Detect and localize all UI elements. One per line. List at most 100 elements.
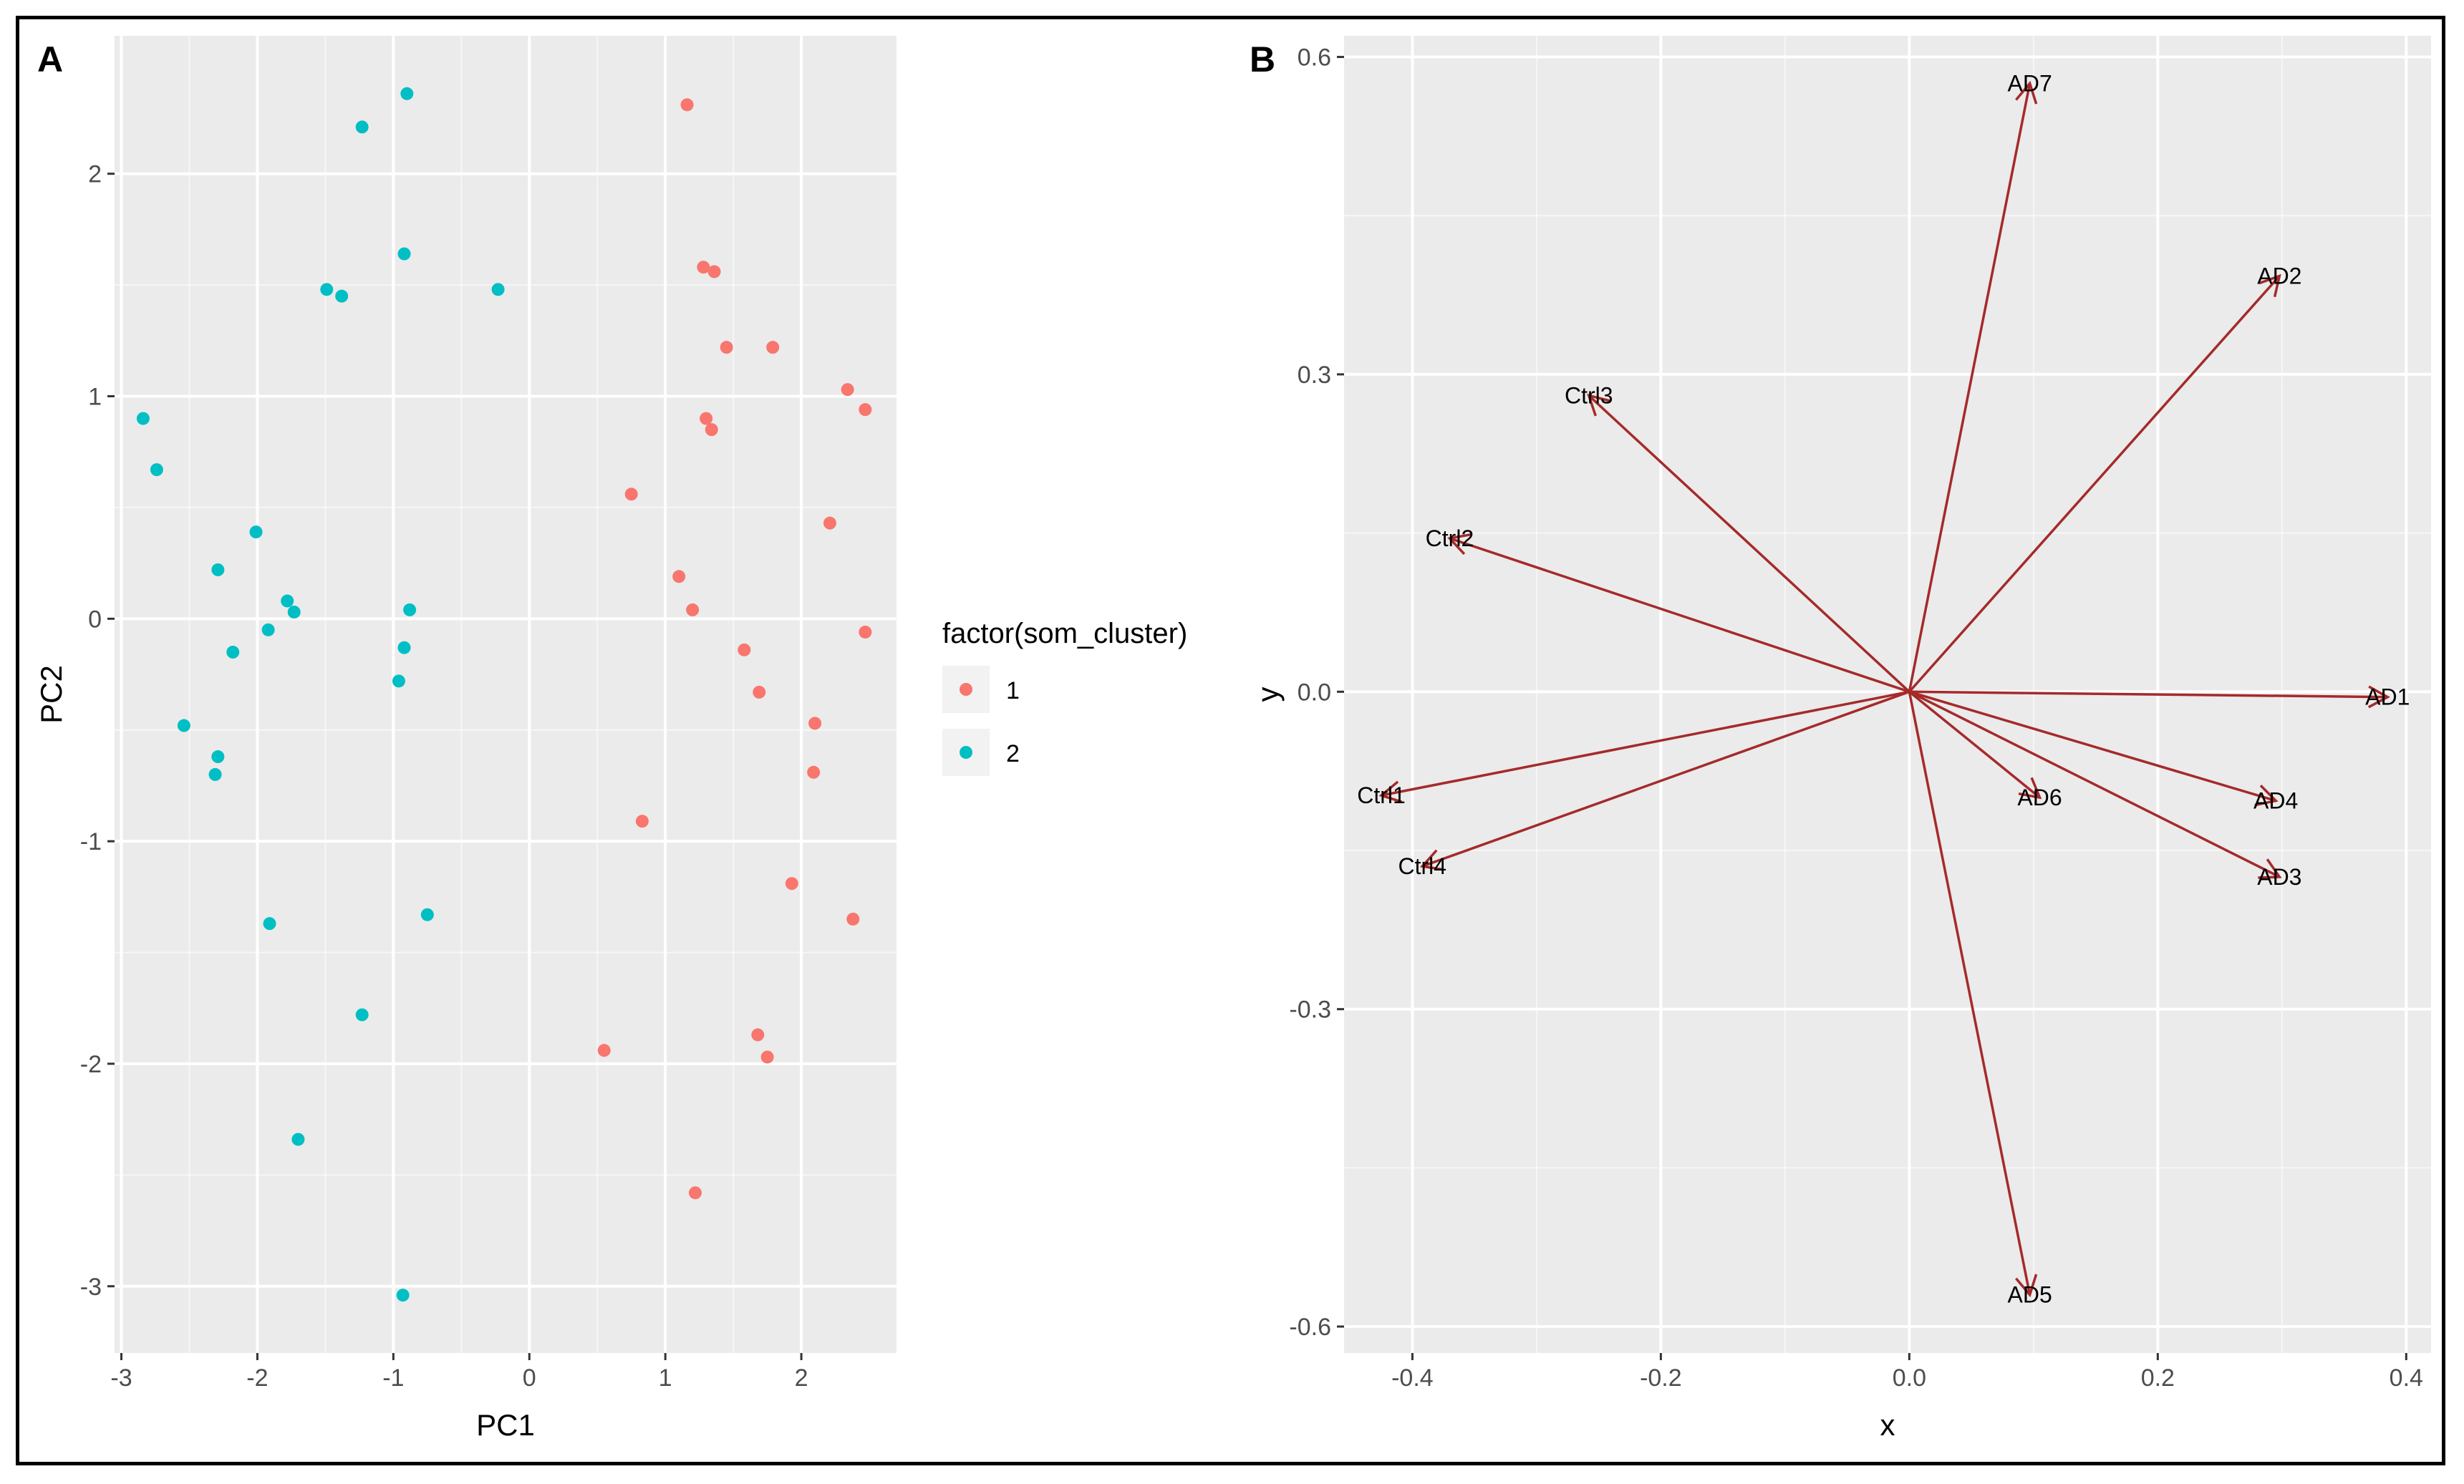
cluster-1-point bbox=[707, 265, 721, 278]
panel-a-y-axis-title: PC2 bbox=[34, 665, 68, 724]
vector-ad6-label: AD6 bbox=[2017, 785, 2062, 810]
cluster-2-point bbox=[211, 563, 225, 576]
panel-b-x-tick-label: 0.2 bbox=[2141, 1364, 2175, 1392]
cluster-2-point bbox=[396, 1289, 410, 1302]
cluster-2-point bbox=[392, 674, 405, 688]
vector-ctrl3-line bbox=[1588, 394, 1910, 693]
cluster-2-point bbox=[261, 623, 275, 636]
panel-b-label: B bbox=[1250, 39, 1275, 79]
vector-ad3-line bbox=[1908, 690, 2281, 878]
panel-a-x-tick-label: -2 bbox=[246, 1364, 268, 1392]
panel-a-points bbox=[136, 87, 872, 1302]
panel-b-y-tick-label: 0.6 bbox=[1298, 44, 1331, 72]
cluster-2-point bbox=[281, 594, 294, 608]
cluster-2-point bbox=[150, 463, 163, 477]
panel-b-x-tick-label: 0.4 bbox=[2390, 1364, 2423, 1392]
panel-a-y-tick-label: -3 bbox=[80, 1274, 102, 1301]
cluster-1-point bbox=[859, 625, 872, 639]
panel-a-x-axis-title: PC1 bbox=[476, 1408, 535, 1442]
cluster-2-point bbox=[263, 917, 276, 931]
panel-a-y-tick-label: 2 bbox=[88, 161, 102, 188]
vector-ctrl2-line bbox=[1449, 537, 1910, 693]
panel-a-y-tick-label: 1 bbox=[88, 384, 102, 411]
cluster-1-point bbox=[846, 912, 860, 926]
panel-a-x-tick-label: -1 bbox=[382, 1364, 404, 1392]
cluster-1-point bbox=[688, 1186, 702, 1200]
vector-ctrl1-line bbox=[1381, 690, 1910, 797]
cluster-2-point bbox=[403, 603, 417, 616]
panel-a-x-tick-label: 2 bbox=[795, 1364, 808, 1392]
vector-ad1-label: AD1 bbox=[2365, 684, 2410, 710]
vector-ctrl3-label: Ctrl3 bbox=[1565, 382, 1613, 408]
legend-dot-2 bbox=[960, 746, 972, 759]
cluster-1-point bbox=[624, 488, 638, 501]
vector-ad1-arrowhead bbox=[2367, 685, 2390, 709]
cluster-2-point bbox=[400, 87, 414, 100]
cluster-1-point bbox=[785, 877, 798, 891]
cluster-1-point bbox=[597, 1044, 611, 1057]
cluster-1-point bbox=[700, 412, 713, 425]
vector-ad6-line bbox=[1908, 690, 2041, 799]
cluster-2-point bbox=[249, 525, 263, 539]
panel-a-axes: -3 -2 -1 0 1 2 -3 -2 -1 0 1 2 bbox=[80, 161, 808, 1392]
panel-b-axes: -0.4 -0.2 0.0 0.2 0.4 -0.6 -0.3 0.0 0.3 0.6 bbox=[1289, 44, 2423, 1392]
vector-ad5-arrowhead bbox=[2015, 1274, 2038, 1298]
cluster-1-point bbox=[766, 341, 780, 354]
vector-ctrl1-label: Ctrl1 bbox=[1357, 782, 1406, 808]
cluster-2-point bbox=[287, 606, 301, 619]
cluster-1-point bbox=[753, 685, 766, 699]
vector-ctrl2-label: Ctrl2 bbox=[1426, 525, 1474, 551]
panel-a-y-tick-label: 0 bbox=[88, 606, 102, 633]
vector-ad2-arrowhead bbox=[2258, 273, 2281, 298]
cluster-2-point bbox=[320, 283, 334, 296]
legend-label-1: 1 bbox=[1006, 677, 1020, 704]
panel-b-x-tick-label: -0.2 bbox=[1640, 1364, 1682, 1392]
cluster-2-point bbox=[177, 719, 190, 732]
panel-b-y-tick-label: 0.3 bbox=[1298, 362, 1331, 389]
cluster-1-point bbox=[705, 423, 718, 437]
cluster-1-point bbox=[680, 98, 694, 112]
cluster-2-point bbox=[355, 1008, 369, 1022]
panel-a-x-tick-label: 0 bbox=[523, 1364, 536, 1392]
panel-b-y-tick-label: -0.3 bbox=[1289, 996, 1331, 1024]
vector-ad7-arrowhead bbox=[2015, 80, 2038, 105]
cluster-1-point bbox=[859, 403, 872, 417]
vector-ad6-arrowhead bbox=[2018, 777, 2042, 800]
cluster-1-point bbox=[686, 603, 700, 616]
cluster-1-point bbox=[808, 717, 822, 730]
panel-b-y-axis-title: y bbox=[1251, 687, 1285, 702]
figure-frame bbox=[16, 16, 2445, 1465]
panel-b-y-tick-label: -0.6 bbox=[1289, 1314, 1331, 1341]
vector-ctrl4-label: Ctrl4 bbox=[1398, 853, 1447, 879]
panel-a-x-tick-label: -3 bbox=[110, 1364, 132, 1392]
vector-ctrl2-arrowhead bbox=[1447, 533, 1472, 556]
cluster-2-point bbox=[291, 1133, 305, 1146]
legend-label-2: 2 bbox=[1006, 740, 1020, 767]
legend-title: factor(som_cluster) bbox=[942, 618, 1187, 649]
panel-b-x-tick-label: -0.4 bbox=[1391, 1364, 1434, 1392]
panel-a-grid bbox=[115, 36, 897, 1353]
vector-ad4-line bbox=[1908, 690, 2276, 802]
vector-ad2-line bbox=[1908, 275, 2281, 693]
legend: factor(som_cluster) 1 2 bbox=[942, 618, 1187, 776]
panel-b: B AD1 AD2 AD3 AD4 AD5 AD6 AD7 Ctrl1 Ctrl2 Ctrl3 Ct… bbox=[1250, 36, 2431, 1442]
panel-b-vectors: AD1 AD2 AD3 AD4 AD5 AD6 AD7 Ctrl1 Ctrl2 Ctrl3 Ctrl… bbox=[1357, 71, 2410, 1308]
cluster-2-point bbox=[397, 641, 411, 654]
cluster-1-point bbox=[807, 765, 821, 779]
panel-b-plot-background bbox=[1344, 36, 2431, 1353]
vector-ad3-arrowhead bbox=[2258, 858, 2282, 879]
vector-ad4-arrowhead bbox=[2254, 785, 2279, 807]
cluster-1-point bbox=[841, 383, 854, 397]
cluster-2-point bbox=[136, 412, 150, 425]
vector-ad7-label: AD7 bbox=[2008, 71, 2052, 97]
panel-a-y-tick-label: -2 bbox=[80, 1051, 102, 1078]
cluster-2-point bbox=[211, 750, 225, 764]
cluster-2-point bbox=[355, 120, 369, 134]
panel-b-x-tick-label: 0.0 bbox=[1893, 1364, 1926, 1392]
panel-a-y-tick-label: -1 bbox=[80, 828, 102, 855]
cluster-1-point bbox=[635, 815, 649, 828]
panel-a-label: A bbox=[37, 39, 63, 79]
vector-ad4-label: AD4 bbox=[2253, 788, 2298, 814]
cluster-2-point bbox=[208, 767, 222, 781]
panel-b-x-axis-title: x bbox=[1880, 1408, 1895, 1442]
